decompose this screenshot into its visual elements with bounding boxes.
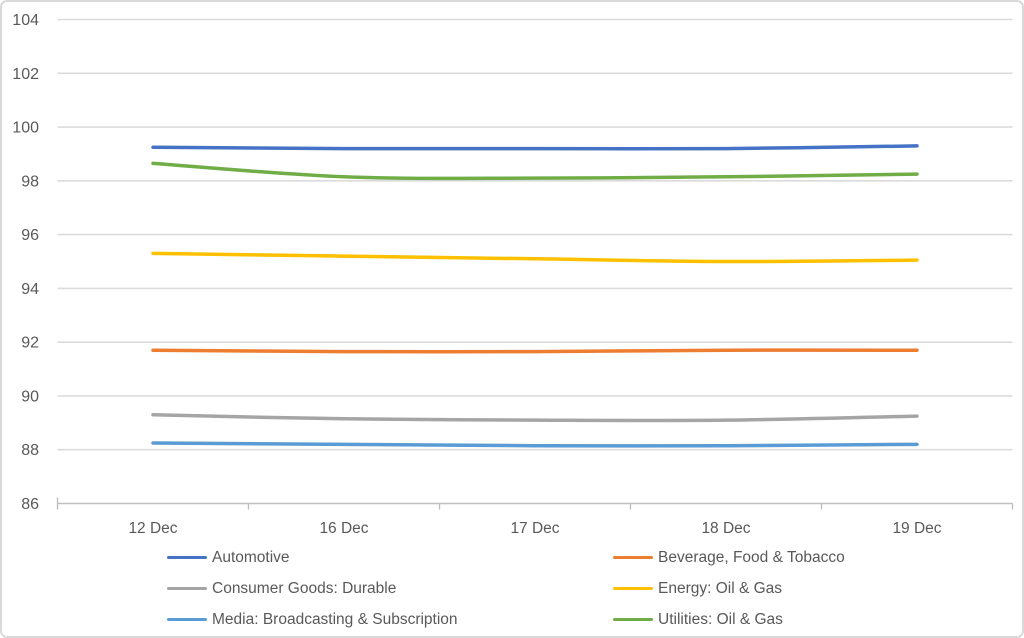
x-axis-label: 17 Dec xyxy=(510,520,559,537)
y-axis-label: 92 xyxy=(21,335,39,352)
y-axis-label: 102 xyxy=(12,66,39,83)
x-axis-label: 19 Dec xyxy=(892,520,941,537)
y-axis-label: 100 xyxy=(12,120,39,137)
series-line-utilities-oil-gas xyxy=(151,161,919,181)
series-line-beverage-food-tobacco xyxy=(151,348,919,354)
series-line-energy-oil-gas xyxy=(151,251,919,264)
x-axis-label: 12 Dec xyxy=(128,520,177,537)
y-axis-label: 98 xyxy=(21,173,39,190)
series-line-automotive xyxy=(151,144,919,151)
y-axis-label: 88 xyxy=(21,442,39,459)
x-axis-label: 18 Dec xyxy=(701,520,750,537)
y-axis-label: 96 xyxy=(21,227,39,244)
y-axis-label: 94 xyxy=(21,281,39,298)
y-axis-label: 104 xyxy=(12,12,39,29)
y-axis-label: 90 xyxy=(21,388,39,405)
y-axis-label: 86 xyxy=(21,496,39,513)
series-line-media-broadcasting-subscription xyxy=(151,441,919,448)
x-axis-label: 16 Dec xyxy=(319,520,368,537)
series-line-consumer-goods-durable xyxy=(151,413,919,423)
